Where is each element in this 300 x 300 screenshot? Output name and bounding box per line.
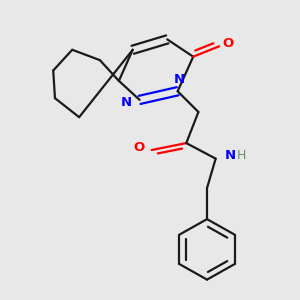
Text: N: N [174, 73, 185, 86]
Text: N: N [225, 149, 236, 162]
Text: N: N [121, 96, 132, 109]
Text: H: H [237, 149, 246, 162]
Text: O: O [222, 37, 233, 50]
Text: O: O [133, 141, 144, 154]
